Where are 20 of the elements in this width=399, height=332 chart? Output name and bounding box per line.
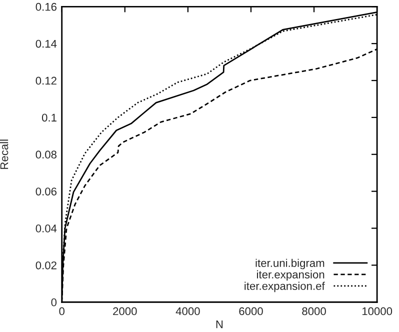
y-tick-label: 0.06 [36, 188, 56, 196]
y-tick-label: 0.12 [36, 76, 56, 85]
y-tick-label: 0.04 [36, 224, 57, 232]
y-tick-label: 0.16 [36, 2, 56, 11]
legend-label: iter.uni.bigram [256, 258, 324, 270]
x-axis-title: N [216, 320, 223, 328]
x-tick-label: 2000 [113, 307, 137, 316]
x-tick-label: 10000 [362, 307, 392, 316]
legend-label: iter.expansion.ef [244, 282, 325, 292]
y-tick-label: 0.02 [36, 261, 56, 270]
x-tick-label: 4000 [176, 307, 200, 316]
x-tick-label: 6000 [239, 307, 263, 316]
legend-label: iter.expansion [257, 270, 324, 281]
y-tick-label: 0.14 [36, 40, 57, 48]
y-tick-label: 0.1 [42, 114, 56, 122]
y-tick-label: 0.08 [36, 150, 57, 159]
x-tick-label: 8000 [302, 307, 326, 316]
x-tick-label: 0 [59, 307, 64, 316]
y-tick-label: 0 [51, 298, 57, 306]
y-axis-title: Recall [0, 140, 8, 169]
